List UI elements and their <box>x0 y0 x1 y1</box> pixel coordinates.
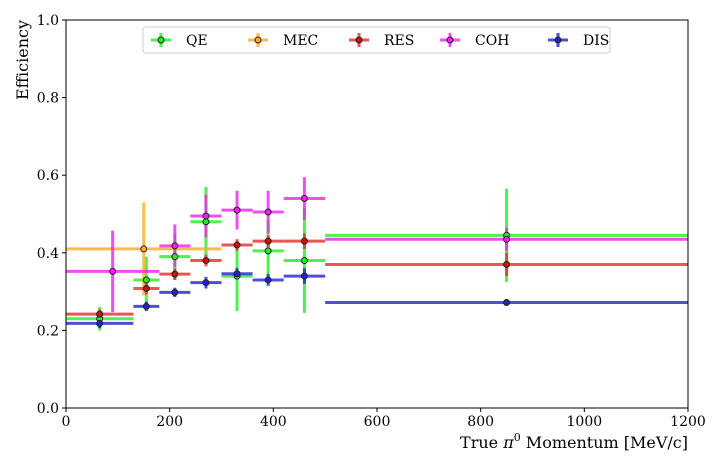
markers-res <box>96 237 511 318</box>
legend-label-dis: DIS <box>583 33 609 49</box>
ticks-layer: 0 200 400 600 800 1000 1200 0.0 0.2 0.4 0.6 0.8 1.0 <box>37 13 706 430</box>
y-tick-label-0: 0.0 <box>37 401 59 417</box>
data-point-res-3 <box>202 257 210 265</box>
data-point-dis-0 <box>96 319 104 327</box>
data-point-qe-1 <box>142 276 150 284</box>
x-axis-title-suffix: Momentum [MeV/c] <box>521 433 688 452</box>
y-tick-label-1: 0.2 <box>37 323 59 339</box>
data-point-res-2 <box>171 270 179 278</box>
x-axis-title-prefix: True <box>460 433 503 452</box>
y-tick-label-2: 0.4 <box>37 246 59 262</box>
data-point-coh-3 <box>233 206 241 214</box>
y-axis-title: Efficiency <box>13 20 32 100</box>
data-point-dis-6 <box>300 272 308 280</box>
legend-marker-coh <box>446 36 454 44</box>
data-point-qe-5 <box>264 247 272 255</box>
data-point-dis-2 <box>171 288 179 296</box>
markers-mec <box>140 245 148 253</box>
data-point-res-1 <box>142 284 150 292</box>
x-tick-label-2: 400 <box>260 414 287 430</box>
legend-label-res: RES <box>384 33 414 49</box>
data-point-dis-1 <box>142 302 150 310</box>
legend-marker-mec <box>254 36 262 44</box>
series-dis <box>66 267 688 329</box>
data-point-coh-4 <box>264 208 272 216</box>
x-tick-label-1: 200 <box>156 414 183 430</box>
data-point-coh-2 <box>202 212 210 220</box>
legend-label-mec: MEC <box>283 33 318 49</box>
markers-coh <box>109 194 511 275</box>
x-axis-title-superscript: 0 <box>514 431 521 444</box>
data-point-dis-3 <box>202 279 210 287</box>
legend-marker-dis <box>554 36 562 44</box>
data-point-res-7 <box>503 260 511 268</box>
data-point-qe-6 <box>300 257 308 265</box>
data-point-dis-4 <box>233 270 241 278</box>
legend-label-coh: COH <box>475 33 509 49</box>
y-tick-label-5: 1.0 <box>37 13 59 29</box>
x-tick-label-5: 1000 <box>567 414 603 430</box>
data-point-res-5 <box>264 237 272 245</box>
data-point-coh-6 <box>503 235 511 243</box>
legend-label-qe: QE <box>186 33 208 49</box>
legend-item-qe: QE <box>151 33 208 49</box>
y-tick-label-3: 0.6 <box>37 168 59 184</box>
data-point-res-0 <box>96 310 104 318</box>
x-tick-label-6: 1200 <box>670 414 706 430</box>
legend-marker-qe <box>157 36 165 44</box>
markers-dis <box>96 270 511 327</box>
data-point-coh-5 <box>300 194 308 202</box>
x-axis-title-symbol: π <box>502 433 514 452</box>
x-axis-title: True π0 Momentum [MeV/c] <box>460 431 688 452</box>
x-tick-label-4: 800 <box>467 414 494 430</box>
legend-item-mec: MEC <box>248 33 318 49</box>
legend-item-coh: COH <box>440 33 509 49</box>
data-point-qe-3 <box>202 218 210 226</box>
data-point-qe-2 <box>171 253 179 261</box>
x-tick-label-3: 600 <box>364 414 391 430</box>
series-qe <box>66 186 688 331</box>
plot-frame <box>65 19 689 409</box>
data-point-dis-7 <box>503 298 511 306</box>
data-point-res-6 <box>300 237 308 245</box>
data-point-res-4 <box>233 241 241 249</box>
data-point-dis-5 <box>264 276 272 284</box>
legend-item-res: RES <box>349 33 414 49</box>
legend-marker-res <box>355 36 363 44</box>
legend-box <box>142 26 611 54</box>
x-tick-label-0: 0 <box>62 414 71 430</box>
data-point-mec-0 <box>140 245 148 253</box>
legend-item-dis: DIS <box>548 33 609 49</box>
data-point-coh-0 <box>109 267 117 275</box>
data-layer <box>66 177 688 331</box>
data-point-coh-1 <box>171 242 179 250</box>
y-tick-label-4: 0.8 <box>37 91 59 107</box>
legend: QE MEC RES COH DIS <box>142 26 611 54</box>
